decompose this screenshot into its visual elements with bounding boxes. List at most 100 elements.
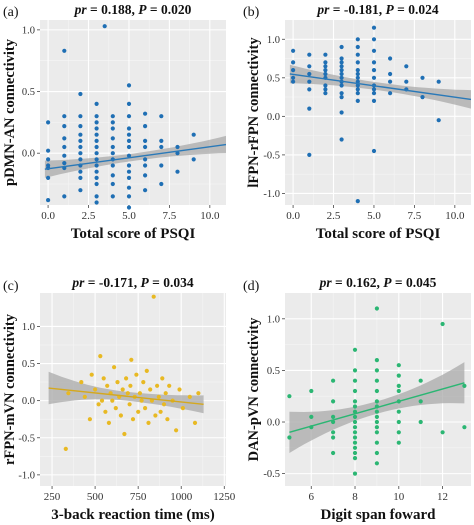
data-point [141, 380, 146, 385]
data-point [94, 163, 99, 168]
data-point [94, 151, 99, 156]
data-point [339, 95, 344, 100]
data-point [191, 132, 196, 137]
data-point [436, 79, 441, 84]
y-tick-label: 0.5 [267, 73, 280, 84]
data-point [374, 425, 379, 430]
data-point [374, 419, 379, 425]
data-point [128, 383, 133, 388]
data-point [144, 368, 149, 373]
panel-1: 0.0 2.5 5.0 7.5 10.0 0.0 0.5 1.0 pr = 0.188, P =… [2, 2, 226, 242]
data-point [126, 138, 132, 143]
data-point [355, 91, 360, 96]
data-point [101, 376, 106, 381]
data-point [339, 75, 344, 80]
data-point [309, 388, 314, 394]
plot-background [285, 20, 471, 205]
data-point [352, 347, 358, 352]
data-point [78, 188, 83, 193]
data-point [124, 376, 129, 381]
data-point [143, 173, 148, 178]
data-point [352, 414, 358, 419]
x-tick-label: 5.0 [122, 210, 136, 222]
x-tick-label: 7.5 [163, 210, 177, 222]
x-tick-label: 10 [393, 491, 405, 503]
data-point [388, 71, 393, 77]
data-point [110, 126, 115, 131]
data-point [106, 420, 111, 425]
data-point [160, 376, 165, 381]
data-point [62, 194, 67, 199]
data-point [105, 383, 110, 388]
data-point [62, 124, 67, 129]
data-point [374, 368, 379, 373]
data-point [146, 420, 151, 425]
data-point [374, 414, 379, 419]
data-point [79, 380, 84, 385]
data-point [331, 378, 336, 383]
data-point [163, 391, 168, 396]
data-point [374, 399, 379, 404]
y-tick-label: 0.0 [267, 112, 280, 123]
data-point [352, 404, 358, 409]
data-point [110, 136, 115, 141]
data-point [331, 399, 336, 404]
data-point [352, 435, 358, 440]
data-point [99, 398, 105, 403]
data-point [374, 440, 379, 445]
x-tick-label: 6 [309, 491, 315, 503]
data-point [94, 114, 99, 119]
panel-4: 6 8 10 12 -0.5 0.0 0.5 1.0 pr = 0.162, P = 0.045… [243, 275, 471, 523]
data-point [46, 175, 51, 180]
data-point [127, 402, 132, 407]
data-point [323, 83, 328, 88]
x-tick-label: 0.0 [41, 210, 55, 222]
data-point [374, 461, 379, 466]
data-point [307, 71, 312, 77]
y-tick-label: -0.5 [18, 433, 35, 444]
data-point [404, 79, 409, 84]
x-axis-label: Total score of PSQI [316, 226, 441, 242]
data-point [46, 148, 51, 153]
data-point [94, 175, 99, 180]
panel-title: pr = -0.171, P = 0.034 [71, 275, 193, 290]
data-point [87, 417, 92, 422]
data-point [110, 144, 115, 150]
x-tick-label: 12 [437, 491, 448, 503]
y-axis-label: rFPN-mVN connectivity [2, 313, 18, 465]
data-point [174, 428, 179, 433]
data-point [396, 440, 401, 445]
data-point [374, 388, 379, 394]
data-point [129, 357, 134, 362]
data-point [420, 95, 425, 100]
regression-line [289, 382, 465, 434]
data-point [420, 75, 425, 80]
y-tick-label: 0.0 [267, 418, 280, 429]
data-point [291, 48, 296, 53]
data-point [374, 430, 379, 435]
data-point [112, 365, 117, 370]
y-tick-label: 0.0 [22, 396, 35, 407]
x-tick-label: 1250 [213, 491, 236, 503]
data-point [355, 75, 360, 80]
data-point [122, 431, 127, 437]
data-point [196, 391, 201, 396]
plot-background [40, 20, 226, 205]
x-tick-label: 0.0 [286, 210, 300, 222]
panel-3: 250 500 750 1000 1250 -1.0 -0.5 0.0 0.5 1.0 pr = -… [2, 275, 236, 523]
data-point [352, 425, 358, 430]
data-point [62, 144, 67, 150]
data-point [94, 181, 99, 187]
data-point [180, 406, 185, 411]
y-tick-label: 0.5 [22, 87, 35, 98]
panel-title: pr = 0.188, P = 0.020 [74, 2, 192, 17]
data-point [352, 456, 358, 461]
x-tick-label: 10.0 [200, 210, 220, 222]
regression-line [44, 143, 226, 170]
data-point [323, 91, 328, 96]
panel-title: pr = 0.162, P = 0.045 [319, 275, 437, 290]
data-point [396, 363, 401, 368]
data-point [143, 111, 148, 116]
data-point [98, 354, 103, 359]
